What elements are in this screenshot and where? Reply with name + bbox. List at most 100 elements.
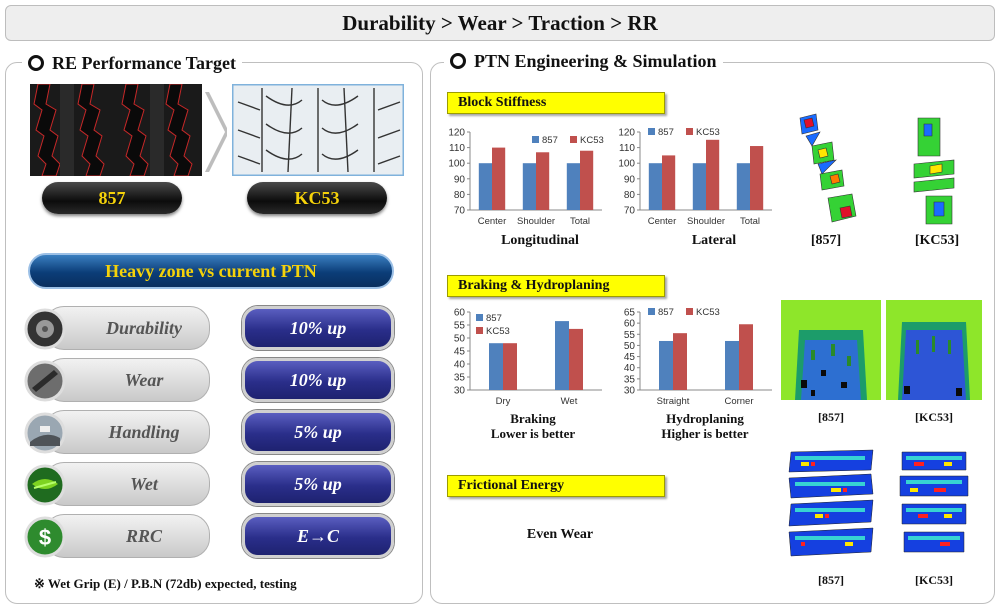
perf-value-rrc: E→C (242, 514, 394, 558)
perf-label-wear: Wear (44, 358, 210, 402)
tire-label-kc53-text: KC53 (294, 187, 340, 208)
y-tick-label: 70 (624, 206, 636, 217)
y-tick-label: 50 (624, 341, 636, 352)
bar-KC53-center (662, 155, 676, 210)
y-tick-label: 110 (449, 143, 465, 154)
bar-857-total (566, 163, 580, 210)
y-tick-label: 45 (624, 352, 636, 363)
tread-kc53-image (232, 84, 404, 176)
hydroplaning-sim-857 (781, 300, 881, 400)
y-tick-label: 65 (624, 308, 636, 319)
legend-swatch (476, 327, 483, 334)
legend-swatch (532, 136, 539, 143)
legend-label: KC53 (580, 135, 604, 146)
perf-value-text: 5% up (294, 421, 342, 442)
caption-hydroplaning: Hydroplaning Higher is better (650, 411, 760, 441)
y-tick-label: 100 (618, 159, 635, 170)
block-stiffness-sim-857 (799, 113, 857, 223)
caption-hydro-2: Higher is better (661, 426, 749, 441)
y-tick-label: 90 (624, 174, 636, 185)
y-tick-label: 90 (454, 174, 466, 185)
y-tick-label: 30 (454, 386, 466, 397)
y-tick-label: 80 (454, 190, 466, 201)
bar-857-corner (725, 340, 739, 390)
perf-value-wet: 5% up (242, 462, 394, 506)
bar-857-center (478, 163, 492, 210)
y-tick-label: 120 (448, 128, 465, 139)
legend-swatch (686, 128, 693, 135)
caption-braking-2: Lower is better (490, 426, 576, 441)
sim-caption-857: [857] (818, 410, 844, 424)
legend-label: KC53 (696, 127, 720, 138)
frictional-sim-857 (788, 449, 874, 557)
bar-KC53-shoulder (536, 152, 550, 210)
perf-label-rrc: RRC (44, 514, 210, 558)
frictional-sim-kc53 (899, 451, 969, 553)
perf-label-handling: Handling (44, 410, 210, 454)
braking-chart: 30 35 40 45 50 55 60 Dry Wet 857 KC53 (454, 308, 602, 407)
bar-KC53-center (492, 147, 506, 210)
y-tick-label: 50 (454, 334, 466, 345)
sim-caption-kc53: [KC53] (915, 410, 953, 424)
y-tick-label: 35 (454, 373, 466, 384)
perf-value-handling: 5% up (242, 410, 394, 454)
heavy-zone-text: Heavy zone vs current PTN (105, 260, 317, 281)
x-tick-label: Corner (724, 396, 753, 407)
block-stiffness-title: Block Stiffness (447, 92, 665, 114)
y-tick-label: 30 (624, 386, 636, 397)
y-tick-label: 45 (454, 347, 466, 358)
bar-KC53-total (750, 146, 764, 210)
braking-title-text: Braking & Hydroplaning (458, 278, 610, 293)
sim-caption-857: [857] (810, 233, 842, 248)
left-section-heading: RE Performance Target (22, 52, 242, 74)
perf-value-wear: 10% up (242, 358, 394, 402)
perf-label-text: RRC (125, 525, 163, 546)
perf-value-text: E→C (296, 525, 339, 546)
sim-caption-857: [857] (818, 573, 844, 587)
heavy-zone-banner: Heavy zone vs current PTN (28, 253, 394, 289)
frictional-energy-title-text: Frictional Energy (458, 478, 565, 493)
x-tick-label: Straight (657, 396, 690, 407)
x-tick-label: Shoulder (687, 216, 725, 227)
perf-label-text: Wear (124, 369, 164, 390)
footnote: ※ Wet Grip (E) / P.B.N (72db) expected, … (34, 576, 297, 591)
bar-857-shoulder (692, 163, 706, 210)
perf-label-wet: Wet (44, 462, 210, 506)
tire-label-857-text: 857 (98, 187, 126, 208)
bar-KC53-wet (569, 328, 583, 390)
perf-label-durability: Durability (44, 306, 210, 350)
right-heading-text: PTN Engineering & Simulation (474, 50, 717, 71)
legend-label: 857 (542, 135, 558, 146)
x-tick-label: Shoulder (517, 216, 555, 227)
bar-857-total (736, 163, 750, 210)
tire-label-857: 857 (42, 182, 182, 214)
lateral-chart: 70 80 90 100 110 120 Center Shoulder Total 857 KC5… (618, 127, 772, 227)
y-tick-label: 55 (624, 330, 636, 341)
legend-swatch (648, 308, 655, 315)
bar-KC53-shoulder (706, 139, 720, 210)
bar-857-center (648, 163, 662, 210)
caption-hydro-1: Hydroplaning (666, 411, 744, 426)
x-tick-label: Wet (561, 396, 578, 407)
caption-braking-1: Braking (510, 411, 556, 426)
even-wear-text: Even Wear (526, 527, 594, 542)
caption-braking: Braking Lower is better (478, 411, 588, 441)
legend-label: 857 (658, 127, 674, 138)
dollar-icon: $ (24, 516, 66, 558)
legend-label: 857 (486, 313, 502, 324)
perf-value-text: 10% up (289, 369, 347, 390)
bar-KC53-corner (739, 324, 753, 390)
block-stiffness-title-text: Block Stiffness (458, 95, 547, 110)
legend-swatch (476, 314, 483, 321)
longitudinal-chart: 70 80 90 100 110 120 Center Shoulder Total 857 KC5… (448, 128, 604, 228)
y-tick-label: 80 (624, 190, 636, 201)
y-tick-label: 35 (624, 374, 636, 385)
bar-KC53-dry (503, 343, 517, 390)
perf-label-text: Wet (130, 473, 158, 494)
y-tick-label: 40 (454, 360, 466, 371)
perf-label-text: Handling (108, 421, 180, 442)
tire-icon (24, 308, 66, 350)
arrow-chevron-icon (205, 92, 227, 172)
y-tick-label: 70 (454, 206, 466, 217)
y-tick-label: 100 (448, 159, 465, 170)
